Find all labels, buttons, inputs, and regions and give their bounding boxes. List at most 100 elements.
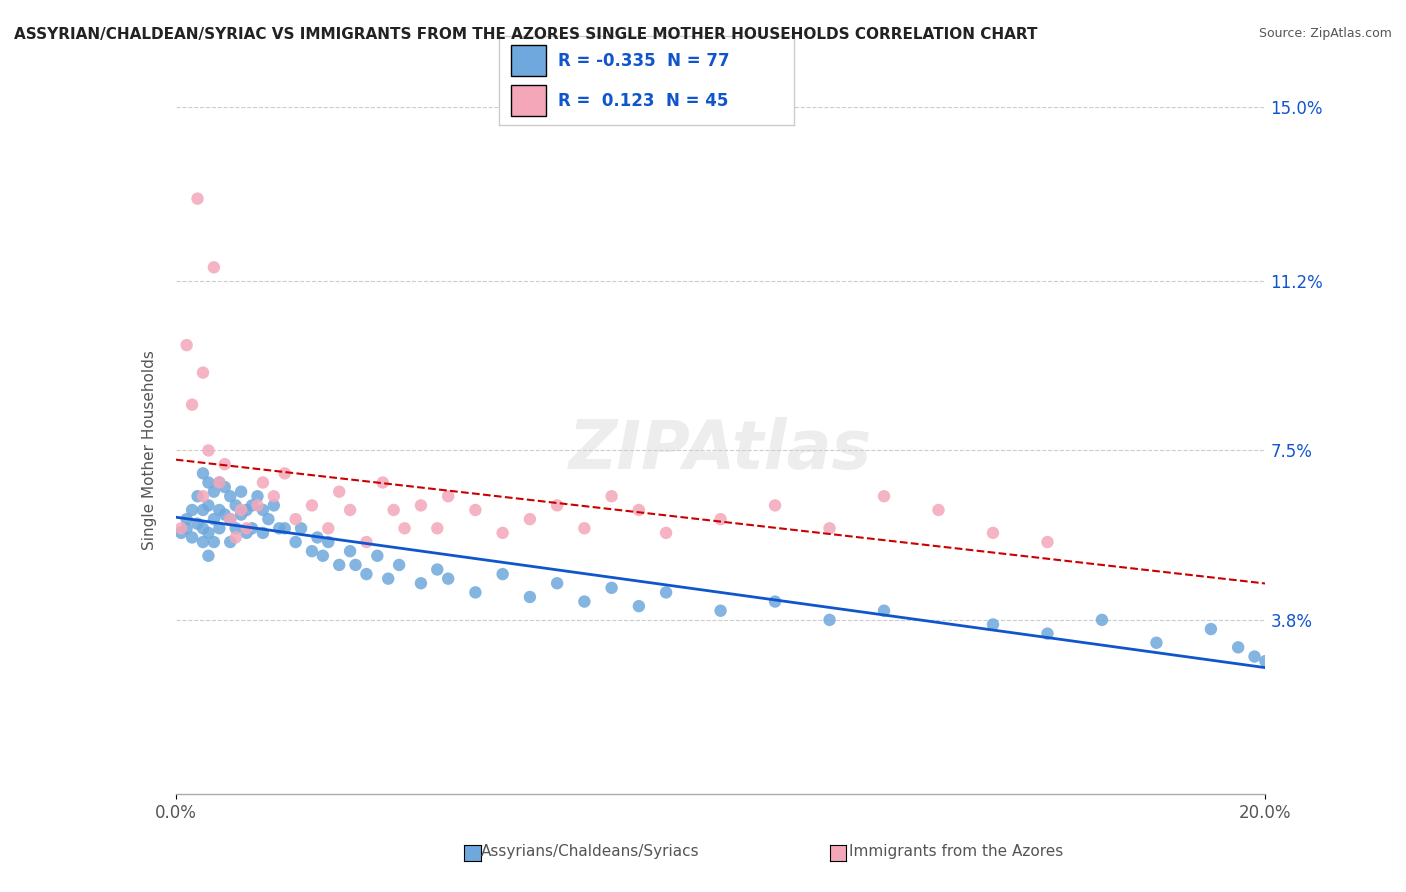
- Point: [263, 499, 285, 513]
- Point: [1036, 626, 1059, 640]
- Point: [426, 562, 449, 576]
- Point: [312, 549, 335, 563]
- Point: [377, 572, 399, 586]
- Point: [191, 535, 214, 549]
- Point: [225, 531, 247, 545]
- Point: [763, 594, 786, 608]
- Point: [546, 576, 568, 591]
- Point: [197, 475, 219, 490]
- Point: [519, 590, 541, 604]
- Point: [170, 525, 193, 540]
- Point: [600, 581, 623, 595]
- FancyBboxPatch shape: [510, 45, 547, 76]
- Point: [231, 484, 253, 499]
- Text: R =  0.123  N = 45: R = 0.123 N = 45: [558, 92, 728, 110]
- Point: [928, 503, 950, 517]
- Point: [219, 489, 242, 503]
- Point: [186, 516, 209, 531]
- Point: [1144, 636, 1167, 650]
- Point: [197, 443, 219, 458]
- Point: [655, 585, 678, 599]
- Point: [1227, 640, 1250, 655]
- Point: [235, 521, 257, 535]
- Point: [191, 489, 214, 503]
- Point: [186, 489, 209, 503]
- Point: [574, 594, 596, 608]
- Point: [181, 398, 204, 412]
- Point: [269, 521, 291, 535]
- Point: [191, 521, 214, 535]
- Point: [1254, 654, 1277, 668]
- Point: [191, 503, 214, 517]
- Point: [437, 572, 460, 586]
- Point: [235, 525, 257, 540]
- Text: ZIPAtlas: ZIPAtlas: [569, 417, 872, 483]
- Point: [252, 525, 274, 540]
- FancyBboxPatch shape: [510, 85, 547, 116]
- Point: [290, 521, 312, 535]
- Point: [263, 489, 285, 503]
- Point: [328, 558, 350, 572]
- Point: [214, 508, 236, 522]
- Point: [214, 480, 236, 494]
- Text: ASSYRIAN/CHALDEAN/SYRIAC VS IMMIGRANTS FROM THE AZORES SINGLE MOTHER HOUSEHOLDS : ASSYRIAN/CHALDEAN/SYRIAC VS IMMIGRANTS F…: [14, 27, 1038, 42]
- Point: [301, 499, 323, 513]
- Point: [873, 489, 896, 503]
- Point: [208, 475, 231, 490]
- Point: [382, 503, 405, 517]
- Point: [191, 467, 214, 481]
- Point: [627, 599, 650, 614]
- Point: [627, 503, 650, 517]
- Point: [219, 535, 242, 549]
- Point: [710, 604, 733, 618]
- Point: [301, 544, 323, 558]
- Point: [208, 503, 231, 517]
- Point: [208, 521, 231, 535]
- Point: [366, 549, 388, 563]
- Point: [492, 525, 515, 540]
- Point: [1036, 535, 1059, 549]
- Point: [214, 457, 236, 471]
- Point: [219, 512, 242, 526]
- Point: [246, 499, 269, 513]
- Point: [409, 576, 432, 591]
- Point: [252, 475, 274, 490]
- Point: [307, 531, 329, 545]
- Point: [763, 499, 786, 513]
- Point: [356, 535, 378, 549]
- Point: [394, 521, 416, 535]
- Point: [202, 535, 225, 549]
- Point: [371, 475, 394, 490]
- Point: [208, 475, 231, 490]
- Point: [181, 531, 204, 545]
- Point: [339, 503, 361, 517]
- Point: [197, 499, 219, 513]
- Point: [274, 521, 297, 535]
- Point: [710, 512, 733, 526]
- Point: [437, 489, 460, 503]
- Point: [284, 535, 307, 549]
- Point: [170, 521, 193, 535]
- Point: [231, 508, 253, 522]
- Text: Assyrians/Chaldeans/Syriacs: Assyrians/Chaldeans/Syriacs: [481, 845, 700, 859]
- Point: [464, 585, 486, 599]
- Point: [492, 567, 515, 582]
- Point: [1243, 649, 1265, 664]
- Point: [231, 503, 253, 517]
- Point: [981, 617, 1004, 632]
- Point: [246, 489, 269, 503]
- Point: [252, 503, 274, 517]
- Point: [1091, 613, 1114, 627]
- Text: Immigrants from the Azores: Immigrants from the Azores: [849, 845, 1063, 859]
- Point: [818, 521, 841, 535]
- Point: [191, 366, 214, 380]
- Point: [240, 521, 263, 535]
- Point: [176, 512, 198, 526]
- Text: R = -0.335  N = 77: R = -0.335 N = 77: [558, 52, 730, 70]
- Point: [274, 467, 297, 481]
- Point: [202, 512, 225, 526]
- Point: [225, 521, 247, 535]
- Point: [339, 544, 361, 558]
- Point: [176, 521, 198, 535]
- Point: [197, 525, 219, 540]
